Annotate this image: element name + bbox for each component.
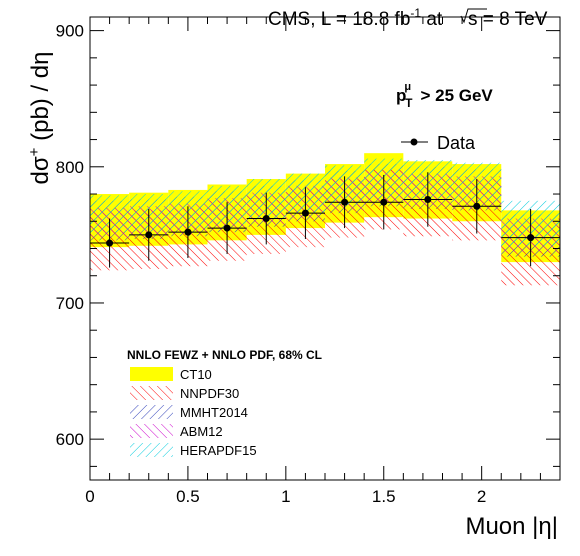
x-tick-label: 1 — [281, 487, 290, 506]
data-point — [90, 218, 130, 268]
data-point — [129, 209, 169, 261]
data-point — [325, 176, 365, 229]
legend-label-nnpdf30: NNPDF30 — [180, 386, 239, 401]
legend-swatch-ct10 — [130, 367, 173, 381]
x-axis-title: Muon |η| — [465, 513, 558, 540]
pt-cut-label: pμ T > 25 GeV — [396, 81, 493, 110]
x-tick-label: 1.5 — [372, 487, 396, 506]
experiment-label: CMS, L = 18.8 fb-1 at — [268, 6, 443, 30]
axis-ticks: 0 0.5 1 1.5 2 600 700 800 900 — [56, 17, 561, 506]
x-tick-label: 2 — [477, 487, 486, 506]
data-point — [501, 209, 560, 267]
legend-swatch-abm12 — [130, 424, 173, 438]
y-tick-label: 600 — [56, 430, 84, 449]
x-tick-label: 0 — [85, 487, 94, 506]
data-point — [168, 206, 208, 259]
data-point — [285, 187, 325, 239]
data-legend-marker — [401, 138, 428, 146]
data-point — [207, 202, 247, 254]
y-axis-title: dσ+ (pb) / dη — [26, 52, 54, 185]
data-point — [246, 192, 286, 245]
pdf-legend: CT10 NNPDF30 MMHT2014 ABM12 HERAPDF15 — [130, 367, 257, 458]
legend-label-mmht2014: MMHT2014 — [180, 405, 248, 420]
y-tick-label: 700 — [56, 294, 84, 313]
data-legend-label: Data — [437, 133, 476, 153]
legend-header: NNLO FEWZ + NNLO PDF, 68% CL — [127, 348, 322, 362]
x-tick-label: 0.5 — [176, 487, 200, 506]
legend-swatch-herapdf15 — [130, 443, 173, 457]
y-tick-label: 900 — [56, 22, 84, 41]
legend-label-abm12: ABM12 — [180, 424, 223, 439]
data-points — [90, 172, 560, 268]
legend-swatch-nnpdf30 — [130, 386, 173, 400]
data-point — [452, 179, 502, 234]
energy-label: s = 8 TeV — [468, 9, 548, 30]
pdf-bands — [90, 153, 560, 286]
data-point — [364, 174, 404, 230]
legend-swatch-mmht2014 — [130, 405, 173, 419]
legend-label-ct10: CT10 — [180, 367, 212, 382]
data-point — [403, 172, 453, 227]
legend-label-herapdf15: HERAPDF15 — [180, 443, 257, 458]
y-tick-label: 800 — [56, 158, 84, 177]
